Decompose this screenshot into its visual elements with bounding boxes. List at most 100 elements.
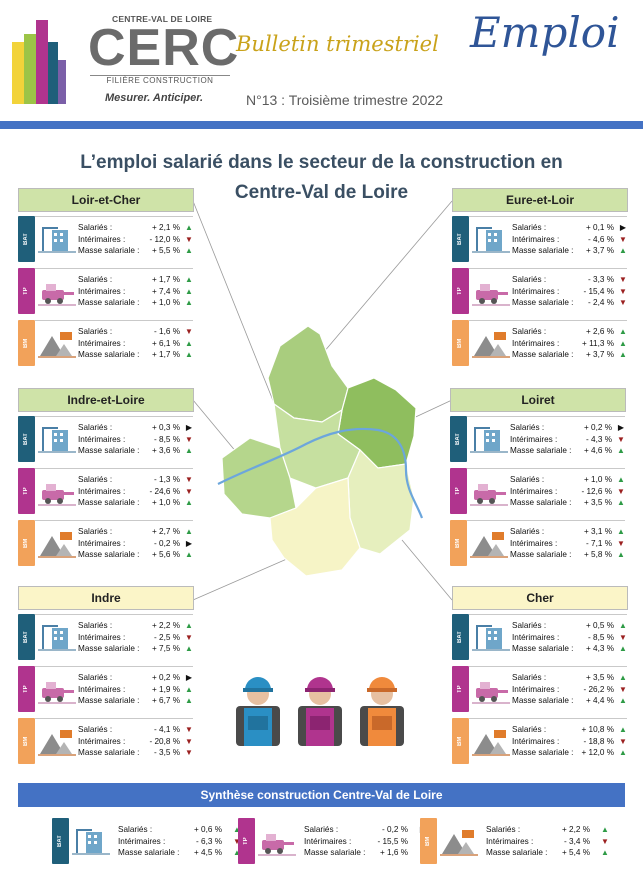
region-indre: Indre BAT Salariés : Intérimaires : Mass… <box>18 586 194 770</box>
indicator-values: + 1,0 % - 12,6 % + 3,5 % <box>582 474 613 509</box>
sector-tag-tp: TP <box>452 666 469 712</box>
sector-tag-label: TP <box>23 685 29 693</box>
sector-tag-bm: BM <box>18 320 35 366</box>
bulletin-label: Bulletin trimestriel <box>236 32 439 56</box>
sector-tag-bat: BAT <box>452 614 469 660</box>
region-row-tp: TP Salariés : Intérimaires : Masse salar… <box>452 268 628 316</box>
indicator-labels: Salariés : Intérimaires : Masse salarial… <box>510 422 571 457</box>
sector-tag-bm: BM <box>420 818 437 864</box>
label-salaries: Salariés : <box>78 475 113 484</box>
region-row-bm: BM Salariés : Intérimaires : Masse salar… <box>452 320 628 368</box>
trend-up-icon: ▲ <box>617 475 625 484</box>
value-interimaires: - 4,6 % <box>588 234 614 244</box>
indicator-values: - 4,1 % - 20,8 % - 3,5 % <box>150 724 181 759</box>
sector-tag-bat: BAT <box>18 614 35 660</box>
label-salaries: Salariés : <box>510 423 545 432</box>
indicator-labels: Salariés : Intérimaires : Masse salarial… <box>78 422 139 457</box>
sector-tag-label: BM <box>455 538 461 548</box>
label-salaries: Salariés : <box>78 223 113 232</box>
synthese-row-tp: TP Salariés : Intérimaires : Masse salar… <box>238 818 428 866</box>
synthese-row-bat: BAT Salariés : Intérimaires : Masse sala… <box>52 818 242 866</box>
sector-tag-label: TP <box>455 487 461 495</box>
label-masse-salariale: Masse salariale : <box>512 246 574 255</box>
trend-arrows: ▶ ▼ ▲ <box>184 422 194 457</box>
label-masse-salariale: Masse salariale : <box>510 498 572 507</box>
trend-down-icon: ▼ <box>617 538 625 548</box>
indicator-labels: Salariés : Intérimaires : Masse salarial… <box>512 222 573 257</box>
label-interimaires: Intérimaires : <box>512 234 560 244</box>
trend-down-icon: ▼ <box>617 486 625 496</box>
sector-tag-label: BAT <box>457 631 463 643</box>
indicator-values: + 2,6 % + 11,3 % + 3,7 % <box>582 326 614 361</box>
region-eure-et-loir: Eure-et-Loir BAT Salariés : Intérimaires… <box>452 188 628 372</box>
logo-tagline: Mesurer. Anticiper. <box>105 92 204 104</box>
value-masse-salariale: + 5,6 % <box>152 550 180 559</box>
trend-down-icon: ▼ <box>185 748 193 757</box>
trend-up-icon: ▲ <box>619 696 627 705</box>
trend-arrows: ▶ ▼ ▲ <box>618 222 628 257</box>
label-masse-salariale: Masse salariale : <box>304 848 366 857</box>
value-interimaires: - 18,8 % <box>583 736 615 746</box>
label-masse-salariale: Masse salariale : <box>78 298 140 307</box>
value-interimaires: - 3,4 % <box>564 836 590 846</box>
bat-sector-icon <box>470 424 508 454</box>
sector-tag-bat: BAT <box>18 416 35 462</box>
label-interimaires: Intérimaires : <box>512 632 560 642</box>
label-salaries: Salariés : <box>118 825 153 834</box>
sector-tag-tp: TP <box>452 268 469 314</box>
trend-arrows: ▼ ▼ ▼ <box>184 724 194 759</box>
sector-tag-tp: TP <box>18 468 35 514</box>
value-salaries: + 2,7 % <box>152 527 180 536</box>
sector-tag-tp: TP <box>18 666 35 712</box>
value-salaries: + 2,2 % <box>562 825 590 834</box>
bm-sector-icon <box>38 328 76 358</box>
trend-up-icon: ▲ <box>185 350 193 359</box>
value-masse-salariale: + 7,5 % <box>152 644 180 653</box>
value-salaries: + 0,2 % <box>152 673 180 682</box>
trend-up-icon: ▲ <box>619 327 627 336</box>
trend-up-icon: ▲ <box>185 550 193 559</box>
indicator-labels: Salariés : Intérimaires : Masse salarial… <box>78 222 139 257</box>
region-title: Loiret <box>450 388 626 412</box>
trend-up-icon: ▲ <box>619 350 627 359</box>
tp-sector-icon <box>38 276 76 306</box>
value-salaries: - 3,3 % <box>588 275 614 284</box>
indicator-values: + 2,2 % - 3,4 % + 5,4 % <box>562 824 590 859</box>
trend-up-icon: ▲ <box>601 848 609 857</box>
label-masse-salariale: Masse salariale : <box>512 748 574 757</box>
label-salaries: Salariés : <box>78 423 113 432</box>
value-salaries: + 3,1 % <box>584 527 612 536</box>
region-row-bat: BAT Salariés : Intérimaires : Masse sala… <box>452 216 628 264</box>
sector-tag-bm: BM <box>452 320 469 366</box>
sector-tag-bat: BAT <box>450 416 467 462</box>
trend-up-icon: ▲ <box>185 446 193 455</box>
indicator-labels: Salariés : Intérimaires : Masse salarial… <box>512 672 573 707</box>
region-cher: Cher BAT Salariés : Intérimaires : Masse… <box>452 586 628 770</box>
trend-down-icon: ▼ <box>185 234 193 244</box>
label-interimaires: Intérimaires : <box>78 286 126 296</box>
indicator-labels: Salariés : Intérimaires : Masse salarial… <box>512 620 573 655</box>
trend-down-icon: ▼ <box>619 632 627 642</box>
row-divider <box>469 666 627 667</box>
label-salaries: Salariés : <box>304 825 339 834</box>
row-divider <box>35 468 193 469</box>
value-masse-salariale: - 2,4 % <box>588 298 614 307</box>
value-interimaires: - 0,2 % <box>154 538 180 548</box>
indicator-values: + 0,2 % - 4,3 % + 4,6 % <box>584 422 612 457</box>
label-masse-salariale: Masse salariale : <box>510 446 572 455</box>
label-masse-salariale: Masse salariale : <box>118 848 180 857</box>
value-interimaires: - 15,5 % <box>377 836 409 846</box>
indicator-labels: Salariés : Intérimaires : Masse salarial… <box>78 672 139 707</box>
bm-sector-icon <box>472 726 510 756</box>
label-interimaires: Intérimaires : <box>78 486 126 496</box>
region-row-tp: TP Salariés : Intérimaires : Masse salar… <box>18 666 194 714</box>
bat-sector-icon <box>472 224 510 254</box>
trend-down-icon: ▼ <box>619 286 627 296</box>
label-masse-salariale: Masse salariale : <box>78 350 140 359</box>
trend-arrows: ▲ ▼ ▲ <box>618 724 628 759</box>
trend-down-icon: ▼ <box>617 434 625 444</box>
label-interimaires: Intérimaires : <box>510 434 558 444</box>
label-interimaires: Intérimaires : <box>78 736 126 746</box>
sector-tag-bat: BAT <box>452 216 469 262</box>
trend-flat-icon: ▶ <box>617 423 625 432</box>
